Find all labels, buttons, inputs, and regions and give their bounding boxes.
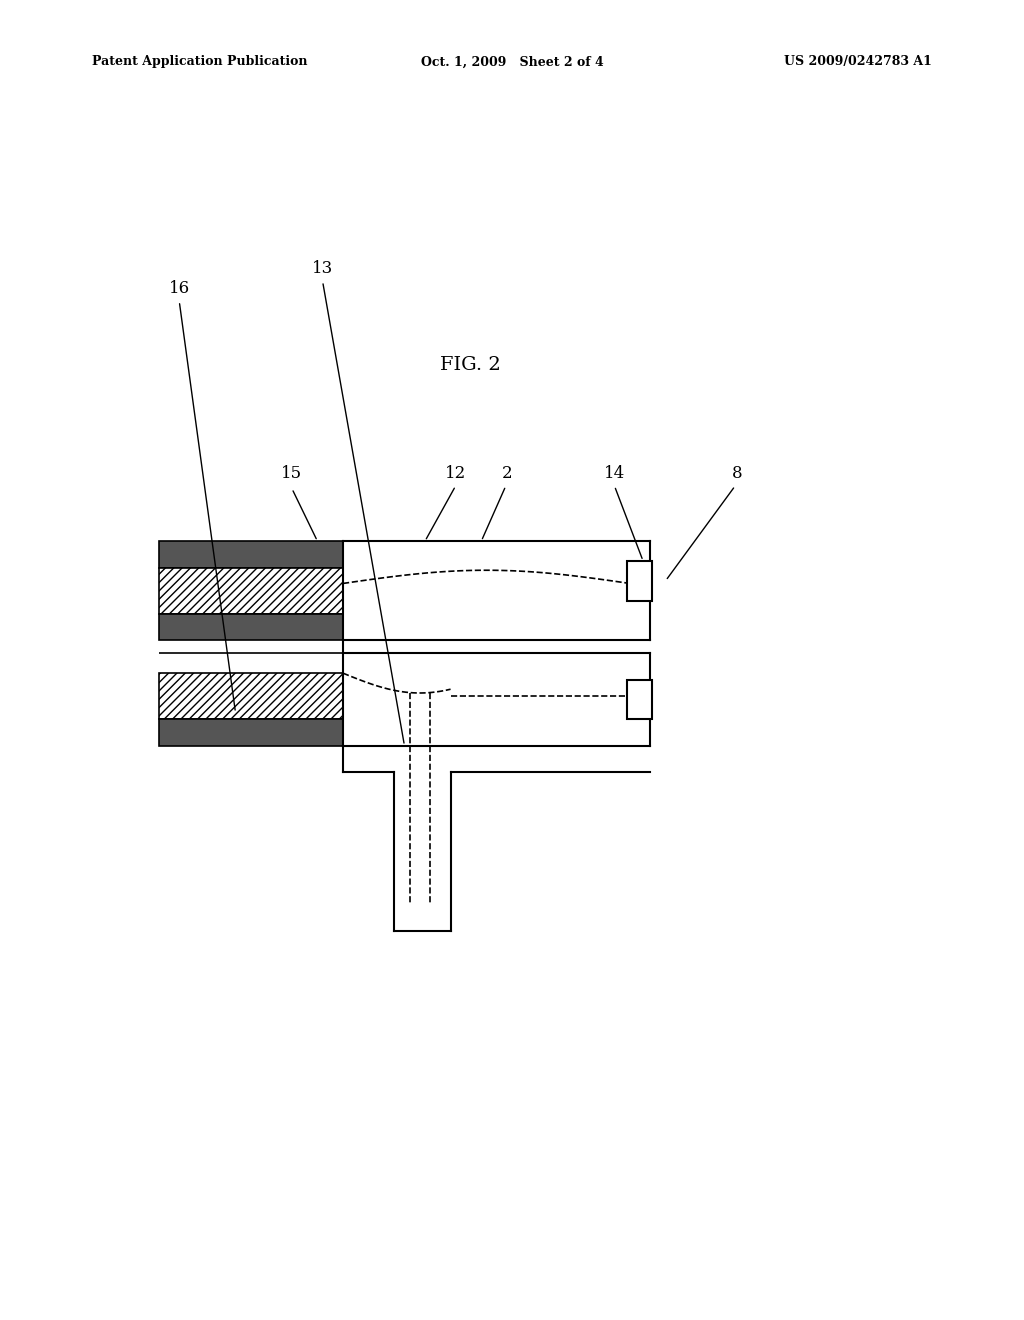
Text: 15: 15 xyxy=(282,465,302,482)
Text: FIG. 2: FIG. 2 xyxy=(440,356,501,375)
Bar xyxy=(627,561,652,601)
Text: 13: 13 xyxy=(312,260,333,277)
Text: US 2009/0242783 A1: US 2009/0242783 A1 xyxy=(784,55,932,69)
Bar xyxy=(159,673,343,719)
Bar xyxy=(159,719,343,746)
Bar xyxy=(627,680,652,719)
Text: 2: 2 xyxy=(502,465,512,482)
Text: Patent Application Publication: Patent Application Publication xyxy=(92,55,307,69)
Text: 12: 12 xyxy=(445,465,466,482)
Bar xyxy=(159,541,343,568)
Text: 14: 14 xyxy=(604,465,625,482)
Text: Oct. 1, 2009   Sheet 2 of 4: Oct. 1, 2009 Sheet 2 of 4 xyxy=(421,55,603,69)
Bar xyxy=(159,568,343,614)
Bar xyxy=(159,614,343,640)
Text: 8: 8 xyxy=(732,465,742,482)
Text: 16: 16 xyxy=(169,280,189,297)
